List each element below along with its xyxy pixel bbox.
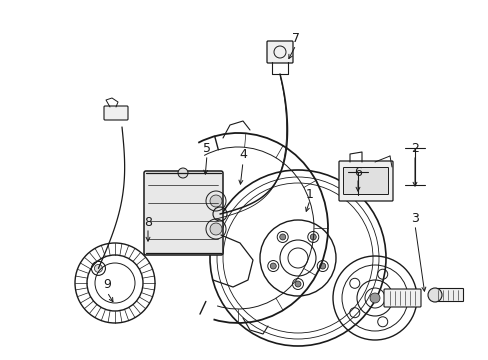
Text: 5: 5 bbox=[203, 141, 210, 154]
Text: 2: 2 bbox=[410, 141, 418, 154]
Text: 3: 3 bbox=[410, 211, 418, 225]
Circle shape bbox=[294, 281, 301, 287]
Circle shape bbox=[270, 263, 276, 269]
Circle shape bbox=[94, 264, 102, 273]
Text: 8: 8 bbox=[143, 216, 152, 229]
Circle shape bbox=[209, 223, 222, 235]
Circle shape bbox=[369, 293, 379, 303]
Circle shape bbox=[178, 168, 187, 178]
Circle shape bbox=[209, 195, 222, 207]
FancyBboxPatch shape bbox=[343, 167, 387, 194]
Text: 1: 1 bbox=[305, 189, 313, 202]
Circle shape bbox=[310, 234, 316, 240]
FancyBboxPatch shape bbox=[104, 106, 128, 120]
Text: 7: 7 bbox=[291, 31, 299, 45]
Circle shape bbox=[287, 248, 307, 268]
Circle shape bbox=[279, 234, 285, 240]
FancyBboxPatch shape bbox=[266, 41, 292, 63]
Circle shape bbox=[319, 263, 325, 269]
FancyBboxPatch shape bbox=[143, 171, 223, 255]
FancyBboxPatch shape bbox=[434, 288, 463, 302]
Text: 6: 6 bbox=[353, 166, 361, 179]
Text: 4: 4 bbox=[239, 148, 246, 162]
FancyBboxPatch shape bbox=[383, 289, 420, 307]
FancyBboxPatch shape bbox=[338, 161, 392, 201]
Circle shape bbox=[427, 288, 441, 302]
Text: 9: 9 bbox=[103, 279, 111, 292]
